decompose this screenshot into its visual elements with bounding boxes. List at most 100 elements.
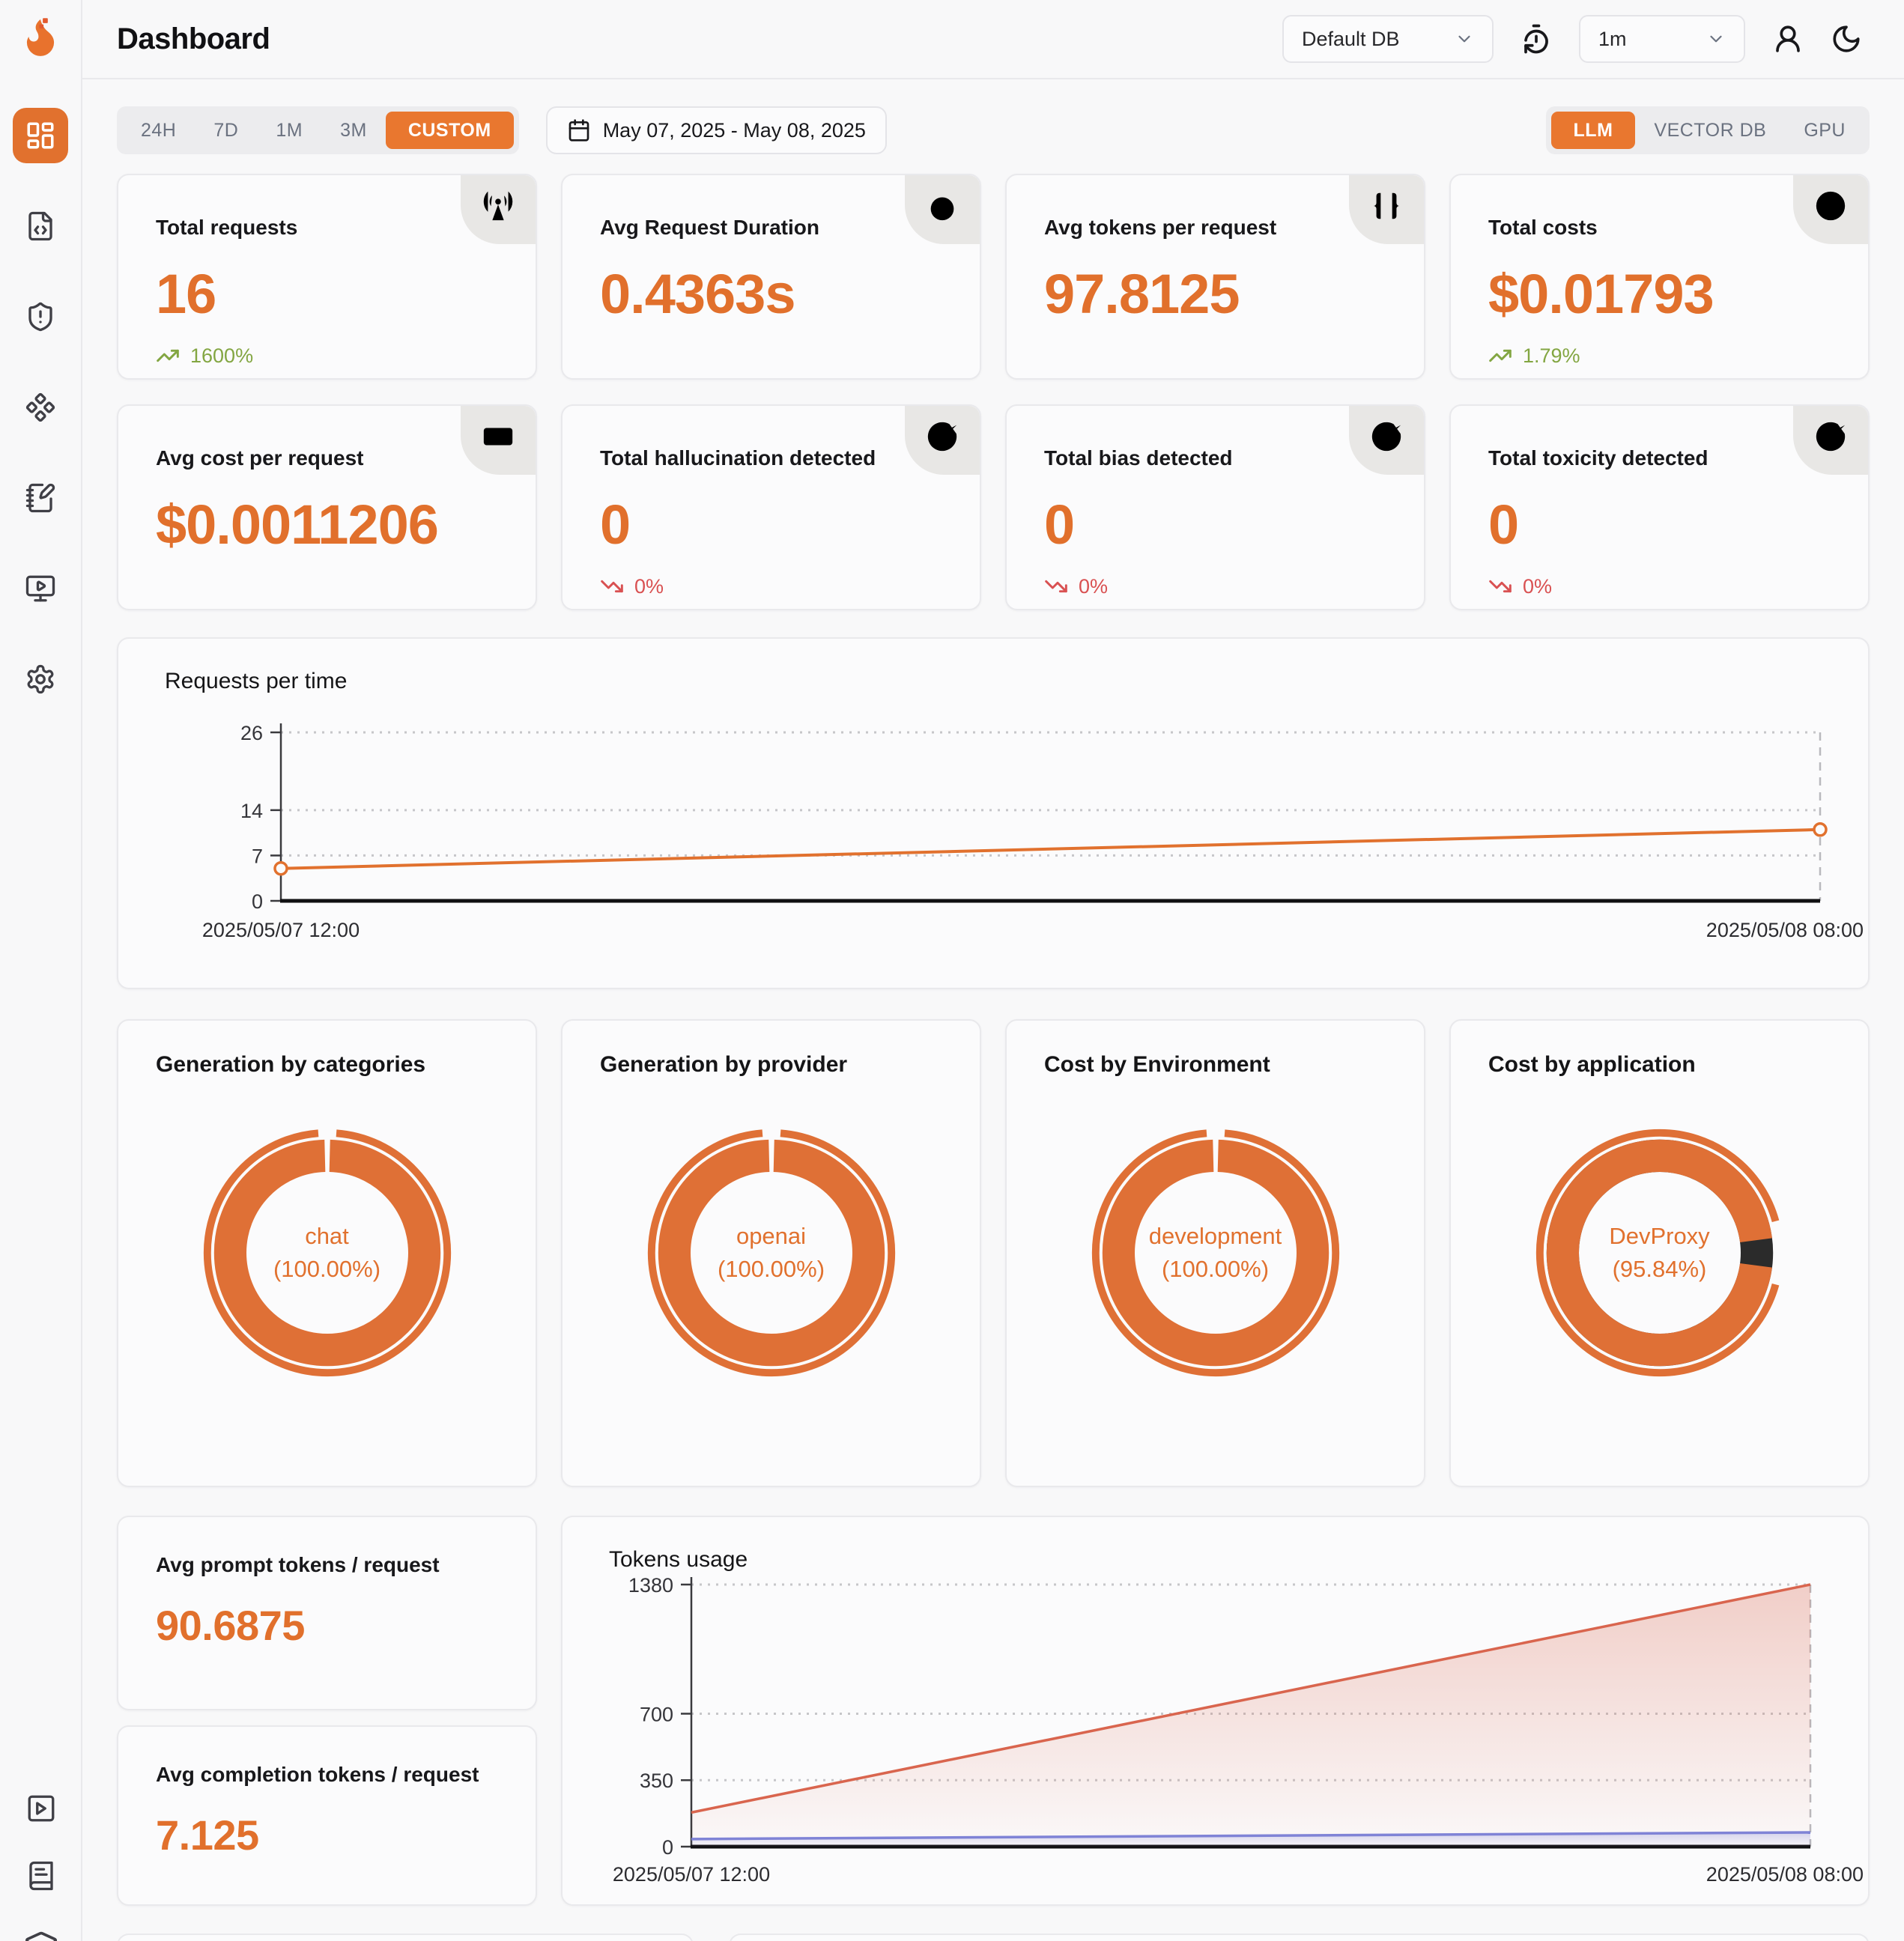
donut-label-pct: (100.00%) xyxy=(717,1256,825,1282)
stat-label: Total hallucination detected xyxy=(600,446,876,470)
stat-value: 7.125 xyxy=(156,1811,259,1859)
donut-chart: chat (100.00%) xyxy=(192,1118,462,1388)
stat-trend: 0% xyxy=(600,574,942,598)
dark-mode-toggle[interactable] xyxy=(1831,23,1862,55)
timer-reset-icon xyxy=(1521,23,1552,55)
shield-alert-icon xyxy=(25,301,56,332)
diamonds-icon xyxy=(25,392,56,423)
sidebar-item-dashboard[interactable] xyxy=(13,108,68,163)
calendar-icon xyxy=(567,118,591,142)
tab-3m[interactable]: 3M xyxy=(340,119,367,141)
stat-trend: 0% xyxy=(1044,574,1386,598)
tab-custom[interactable]: CUSTOM xyxy=(385,112,514,149)
moon-icon xyxy=(1831,23,1862,55)
donut-label-name: openai xyxy=(736,1222,807,1249)
stat-value: 0 xyxy=(1044,493,1075,556)
stat-trend-value: 0% xyxy=(1523,574,1553,598)
sidebar-item-prompt-hub[interactable] xyxy=(13,380,68,435)
sidebar-nav xyxy=(13,108,68,707)
stat-value: $0.0011206 xyxy=(156,493,439,556)
donut-center-label: openai (100.00%) xyxy=(637,1118,906,1388)
chart-title: Generation by provider xyxy=(600,1052,848,1077)
braces-icon xyxy=(1349,175,1424,244)
sidebar-item-learn[interactable] xyxy=(22,1926,60,1941)
svg-text:26: 26 xyxy=(240,722,263,744)
sidebar-item-docs[interactable] xyxy=(22,1859,60,1893)
donut-ring xyxy=(1525,1118,1795,1391)
stat-card-avg-request-duration: Avg Request Duration 0.4363s xyxy=(561,174,981,380)
square-play-icon xyxy=(25,1793,57,1824)
sidebar-item-settings[interactable] xyxy=(13,651,68,707)
sidebar-item-demo[interactable] xyxy=(22,1791,60,1826)
tab-llm[interactable]: LLM xyxy=(1550,112,1636,149)
tab-24h[interactable]: 24H xyxy=(141,119,177,141)
stat-value: 0.4363s xyxy=(600,263,796,325)
stat-value: 90.6875 xyxy=(156,1602,305,1649)
main-content: 24H 7D 1M 3M CUSTOM May 07, 2025 - May 0… xyxy=(82,79,1904,1941)
svg-text:14: 14 xyxy=(240,800,263,822)
refresh-interval-selector[interactable]: 1m xyxy=(1579,15,1745,63)
stat-card-total-toxicity: Total toxicity detected 0 0% xyxy=(1449,404,1870,610)
svg-text:2025/05/08 08:00: 2025/05/08 08:00 xyxy=(1706,1863,1864,1886)
circle-check-icon xyxy=(1793,406,1868,475)
stat-label: Avg cost per request xyxy=(156,446,364,470)
sidebar-item-vault[interactable] xyxy=(13,470,68,526)
sidebar xyxy=(0,0,82,1941)
trending-down-icon xyxy=(600,574,624,598)
donut-label-name: DevProxy xyxy=(1609,1222,1710,1249)
sidebar-item-openground[interactable] xyxy=(13,561,68,616)
trending-up-icon xyxy=(1488,344,1512,368)
generation-by-provider-card: Generation by provider openai (100.00%) xyxy=(561,1019,981,1487)
stat-card-total-requests: Total requests 16 1600% xyxy=(117,174,537,380)
donut-center-label: chat (100.00%) xyxy=(192,1118,462,1388)
filter-row: 24H 7D 1M 3M CUSTOM May 07, 2025 - May 0… xyxy=(117,106,1870,154)
tab-1m[interactable]: 1M xyxy=(276,119,303,141)
stat-trend-value: 0% xyxy=(1079,574,1109,598)
stat-trend: 1.79% xyxy=(1488,344,1831,368)
tab-vector-db[interactable]: VECTOR DB xyxy=(1654,119,1767,141)
svg-text:0: 0 xyxy=(252,890,263,913)
cost-by-environment-card: Cost by Environment development (100.00%… xyxy=(1005,1019,1425,1487)
svg-text:2025/05/08 08:00: 2025/05/08 08:00 xyxy=(1706,919,1864,941)
stat-card-total-costs: Total costs $0.01793 1.79% xyxy=(1449,174,1870,380)
flame-logo-icon[interactable] xyxy=(17,13,64,60)
donut-label-name: development xyxy=(1148,1222,1282,1249)
stat-label: Avg completion tokens / request xyxy=(156,1763,479,1786)
graduation-cap-icon xyxy=(24,1926,58,1941)
refresh-timer-button[interactable] xyxy=(1521,23,1552,55)
stat-value: $0.01793 xyxy=(1488,263,1714,325)
time-range-tabs: 24H 7D 1M 3M CUSTOM xyxy=(117,106,519,154)
notebook-pen-icon xyxy=(25,482,56,514)
chart-title: Requests per time xyxy=(165,669,348,693)
user-icon xyxy=(1772,23,1804,55)
layout-dashboard-icon xyxy=(25,120,56,151)
tokens-area-chart: 0 350 700 1380 2025/05/07 12:00 2025/05/08 08… xyxy=(564,1574,1868,1904)
trending-down-icon xyxy=(1044,574,1068,598)
tab-gpu[interactable]: GPU xyxy=(1804,119,1846,141)
circle-check-icon xyxy=(1349,406,1424,475)
donut-ring xyxy=(1081,1118,1350,1391)
svg-text:2025/05/07 12:00: 2025/05/07 12:00 xyxy=(613,1863,770,1886)
stat-trend-value: 1.79% xyxy=(1523,344,1580,367)
avg-prompt-tokens-card: Avg prompt tokens / request 90.6875 xyxy=(117,1516,537,1710)
svg-text:700: 700 xyxy=(640,1703,673,1725)
chevron-down-icon xyxy=(1455,29,1474,49)
tab-7d[interactable]: 7D xyxy=(213,119,239,141)
svg-text:350: 350 xyxy=(640,1770,673,1792)
stat-trend-value: 1600% xyxy=(190,344,254,367)
stat-value: 0 xyxy=(1488,493,1519,556)
stat-label: Avg Request Duration xyxy=(600,216,819,239)
sidebar-footer xyxy=(0,1791,82,1941)
circle-dollar-icon xyxy=(1793,175,1868,244)
database-selector[interactable]: Default DB xyxy=(1282,15,1494,63)
donut-chart: development (100.00%) xyxy=(1081,1118,1350,1388)
stat-trend: 1600% xyxy=(156,344,498,368)
book-icon xyxy=(25,1860,57,1892)
sidebar-item-exceptions[interactable] xyxy=(13,289,68,344)
donut-grid: Generation by categories chat (100.00%) … xyxy=(117,1019,1870,1487)
sidebar-item-requests[interactable] xyxy=(13,198,68,254)
date-range-picker[interactable]: May 07, 2025 - May 08, 2025 xyxy=(545,106,887,154)
donut-center-label: DevProxy (95.84%) xyxy=(1525,1118,1795,1388)
database-selector-value: Default DB xyxy=(1302,27,1400,50)
user-menu-button[interactable] xyxy=(1772,23,1804,55)
